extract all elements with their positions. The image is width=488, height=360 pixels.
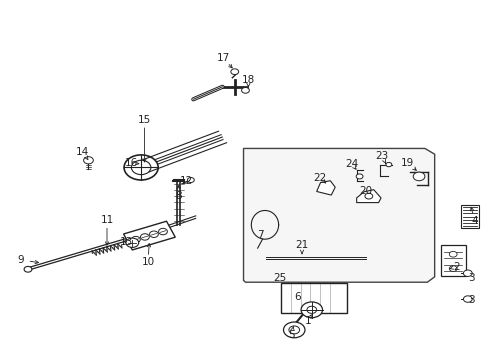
- Text: 22: 22: [313, 173, 326, 183]
- Text: 20: 20: [358, 186, 371, 197]
- Bar: [281, 283, 346, 314]
- Text: 16: 16: [124, 158, 138, 168]
- Text: 11: 11: [100, 215, 113, 225]
- Circle shape: [385, 162, 391, 167]
- Text: 17: 17: [216, 53, 229, 63]
- Circle shape: [241, 87, 249, 93]
- Text: 5: 5: [287, 330, 294, 340]
- Circle shape: [230, 69, 238, 75]
- Polygon shape: [243, 148, 434, 282]
- Text: 24: 24: [345, 159, 358, 169]
- Polygon shape: [316, 181, 334, 195]
- Text: 10: 10: [141, 257, 154, 267]
- Bar: [440, 245, 465, 276]
- Circle shape: [448, 251, 456, 257]
- Circle shape: [158, 228, 167, 235]
- Text: 21: 21: [295, 240, 308, 250]
- Text: 13: 13: [120, 237, 133, 247]
- Circle shape: [412, 172, 424, 181]
- Circle shape: [301, 302, 322, 318]
- Text: 12: 12: [179, 176, 192, 186]
- Text: 19: 19: [401, 158, 414, 168]
- Circle shape: [463, 296, 471, 302]
- Text: 14: 14: [76, 147, 89, 157]
- Circle shape: [283, 322, 305, 338]
- Circle shape: [124, 155, 158, 180]
- Circle shape: [131, 160, 151, 175]
- Circle shape: [149, 231, 158, 238]
- Text: 23: 23: [375, 150, 388, 161]
- Text: 2: 2: [452, 262, 459, 272]
- Circle shape: [463, 270, 471, 276]
- Text: 3: 3: [467, 295, 473, 305]
- Text: 25: 25: [272, 273, 285, 283]
- Circle shape: [24, 266, 32, 272]
- Circle shape: [126, 238, 139, 247]
- Circle shape: [187, 177, 194, 183]
- Circle shape: [140, 234, 149, 240]
- Polygon shape: [356, 190, 380, 203]
- Text: 8: 8: [175, 191, 182, 201]
- Text: 4: 4: [470, 216, 477, 226]
- Text: 15: 15: [138, 115, 151, 125]
- Circle shape: [448, 266, 456, 271]
- Text: 6: 6: [293, 292, 300, 302]
- Circle shape: [355, 174, 362, 179]
- Circle shape: [306, 306, 316, 314]
- Circle shape: [288, 326, 299, 334]
- Text: 9: 9: [17, 255, 23, 265]
- Polygon shape: [123, 221, 175, 250]
- Text: 3: 3: [467, 273, 473, 283]
- Circle shape: [83, 157, 93, 164]
- Text: 18: 18: [241, 75, 255, 85]
- Circle shape: [364, 193, 372, 199]
- Circle shape: [131, 237, 140, 243]
- Bar: [461, 206, 478, 228]
- Text: 7: 7: [257, 230, 264, 239]
- Text: 1: 1: [304, 316, 310, 325]
